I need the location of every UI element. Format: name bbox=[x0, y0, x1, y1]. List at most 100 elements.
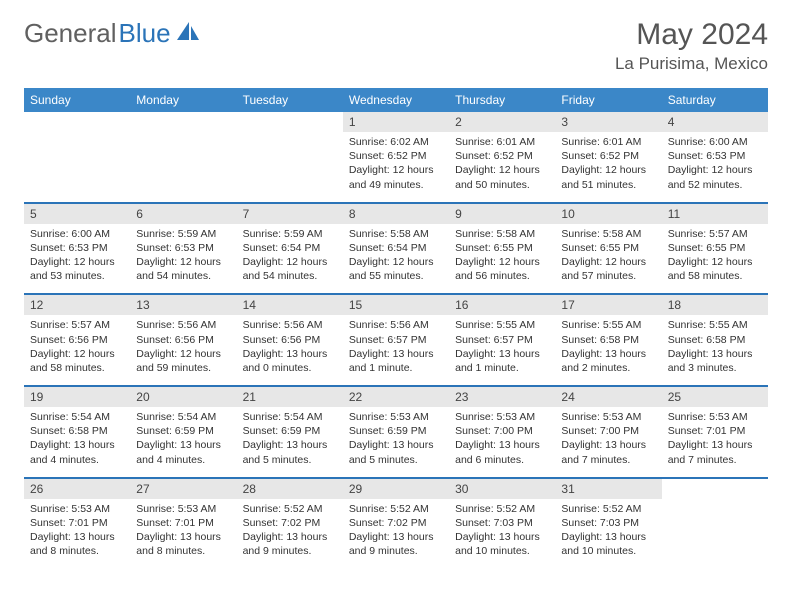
day-info-line: Sunrise: 5:55 AM bbox=[561, 318, 655, 332]
day-info-line: Sunset: 6:53 PM bbox=[136, 241, 230, 255]
day-number: 20 bbox=[136, 390, 149, 404]
day-number-cell: 7 bbox=[237, 204, 343, 224]
day-content-cell: Sunrise: 5:53 AMSunset: 7:00 PMDaylight:… bbox=[555, 407, 661, 478]
day-number: 10 bbox=[561, 207, 574, 221]
day-info-line: and 2 minutes. bbox=[561, 361, 655, 375]
title-block: May 2024 La Purisima, Mexico bbox=[615, 18, 768, 74]
day-content-cell: Sunrise: 5:52 AMSunset: 7:02 PMDaylight:… bbox=[237, 499, 343, 569]
day-number-cell: 25 bbox=[662, 387, 768, 407]
location-subtitle: La Purisima, Mexico bbox=[615, 54, 768, 74]
day-info-line: Sunset: 6:59 PM bbox=[349, 424, 443, 438]
day-info-line: Daylight: 13 hours bbox=[349, 347, 443, 361]
day-info-line: Daylight: 13 hours bbox=[561, 438, 655, 452]
day-number: 18 bbox=[668, 298, 681, 312]
day-info-line: and 5 minutes. bbox=[349, 453, 443, 467]
day-info-line: and 10 minutes. bbox=[455, 544, 549, 558]
day-header: Thursday bbox=[449, 88, 555, 112]
day-info-line: and 8 minutes. bbox=[136, 544, 230, 558]
day-info-line: Sunset: 6:53 PM bbox=[30, 241, 124, 255]
day-content-cell: Sunrise: 5:56 AMSunset: 6:56 PMDaylight:… bbox=[130, 315, 236, 386]
day-number-row: 1234 bbox=[24, 112, 768, 132]
day-info-line: and 9 minutes. bbox=[243, 544, 337, 558]
day-info-line: Sunset: 6:54 PM bbox=[349, 241, 443, 255]
day-content-cell: Sunrise: 5:52 AMSunset: 7:03 PMDaylight:… bbox=[449, 499, 555, 569]
day-content-cell: Sunrise: 6:00 AMSunset: 6:53 PMDaylight:… bbox=[662, 132, 768, 203]
day-number: 12 bbox=[30, 298, 43, 312]
day-content-cell: Sunrise: 5:53 AMSunset: 7:01 PMDaylight:… bbox=[662, 407, 768, 478]
day-content-cell: Sunrise: 5:53 AMSunset: 7:00 PMDaylight:… bbox=[449, 407, 555, 478]
day-number-cell: 5 bbox=[24, 204, 130, 224]
day-content-cell bbox=[24, 132, 130, 203]
day-number: 9 bbox=[455, 207, 462, 221]
day-info-line: Sunset: 6:56 PM bbox=[30, 333, 124, 347]
day-info-line: Sunset: 7:01 PM bbox=[30, 516, 124, 530]
day-info-line: Daylight: 13 hours bbox=[136, 438, 230, 452]
day-info-line: Daylight: 13 hours bbox=[455, 438, 549, 452]
day-number-cell: 16 bbox=[449, 295, 555, 315]
logo: GeneralBlue bbox=[24, 18, 201, 49]
day-content-cell: Sunrise: 5:55 AMSunset: 6:58 PMDaylight:… bbox=[555, 315, 661, 386]
day-number-cell: 18 bbox=[662, 295, 768, 315]
day-info-line: and 59 minutes. bbox=[136, 361, 230, 375]
day-info-line: Sunrise: 6:01 AM bbox=[561, 135, 655, 149]
day-info-line: Daylight: 13 hours bbox=[136, 530, 230, 544]
day-content-row: Sunrise: 5:53 AMSunset: 7:01 PMDaylight:… bbox=[24, 499, 768, 569]
day-info-line: Sunrise: 5:58 AM bbox=[561, 227, 655, 241]
day-content-cell: Sunrise: 5:56 AMSunset: 6:56 PMDaylight:… bbox=[237, 315, 343, 386]
day-number: 15 bbox=[349, 298, 362, 312]
day-info-line: Daylight: 13 hours bbox=[455, 530, 549, 544]
day-number: 19 bbox=[30, 390, 43, 404]
day-number-cell: 30 bbox=[449, 479, 555, 499]
day-info-line: Sunrise: 5:54 AM bbox=[30, 410, 124, 424]
day-number: 11 bbox=[668, 207, 680, 221]
day-content-row: Sunrise: 5:54 AMSunset: 6:58 PMDaylight:… bbox=[24, 407, 768, 478]
day-content-cell: Sunrise: 5:54 AMSunset: 6:58 PMDaylight:… bbox=[24, 407, 130, 478]
day-info-line: Daylight: 12 hours bbox=[561, 255, 655, 269]
day-info-line: Daylight: 13 hours bbox=[349, 438, 443, 452]
day-number: 14 bbox=[243, 298, 256, 312]
day-info-line: Sunrise: 5:53 AM bbox=[455, 410, 549, 424]
day-info-line: and 58 minutes. bbox=[668, 269, 762, 283]
day-info-line: Sunset: 6:53 PM bbox=[668, 149, 762, 163]
day-number-cell: 2 bbox=[449, 112, 555, 132]
day-number: 23 bbox=[455, 390, 468, 404]
day-content-cell: Sunrise: 6:00 AMSunset: 6:53 PMDaylight:… bbox=[24, 224, 130, 295]
day-number-cell: 10 bbox=[555, 204, 661, 224]
day-info-line: and 3 minutes. bbox=[668, 361, 762, 375]
day-number-cell: 29 bbox=[343, 479, 449, 499]
day-number-cell: 15 bbox=[343, 295, 449, 315]
day-info-line: Daylight: 12 hours bbox=[455, 255, 549, 269]
day-header-row: Sunday Monday Tuesday Wednesday Thursday… bbox=[24, 88, 768, 112]
day-content-cell: Sunrise: 5:57 AMSunset: 6:55 PMDaylight:… bbox=[662, 224, 768, 295]
day-info-line: and 4 minutes. bbox=[30, 453, 124, 467]
day-info-line: and 56 minutes. bbox=[455, 269, 549, 283]
day-info-line: Sunrise: 5:52 AM bbox=[243, 502, 337, 516]
day-info-line: Sunrise: 5:53 AM bbox=[668, 410, 762, 424]
day-info-line: Sunset: 6:56 PM bbox=[136, 333, 230, 347]
day-info-line: and 54 minutes. bbox=[243, 269, 337, 283]
day-info-line: Sunset: 6:52 PM bbox=[455, 149, 549, 163]
day-number-cell: 23 bbox=[449, 387, 555, 407]
day-content-cell: Sunrise: 5:59 AMSunset: 6:54 PMDaylight:… bbox=[237, 224, 343, 295]
day-number: 31 bbox=[561, 482, 574, 496]
day-number-cell: 4 bbox=[662, 112, 768, 132]
day-info-line: Daylight: 13 hours bbox=[455, 347, 549, 361]
day-info-line: Sunrise: 5:59 AM bbox=[136, 227, 230, 241]
day-number-cell: 31 bbox=[555, 479, 661, 499]
day-number-cell: 21 bbox=[237, 387, 343, 407]
day-info-line: Sunrise: 6:00 AM bbox=[668, 135, 762, 149]
day-content-cell bbox=[237, 132, 343, 203]
day-content-cell: Sunrise: 5:58 AMSunset: 6:54 PMDaylight:… bbox=[343, 224, 449, 295]
day-info-line: Sunrise: 5:58 AM bbox=[349, 227, 443, 241]
day-number-cell bbox=[662, 479, 768, 499]
day-info-line: Sunrise: 5:56 AM bbox=[136, 318, 230, 332]
day-number: 30 bbox=[455, 482, 468, 496]
day-number-row: 12131415161718 bbox=[24, 295, 768, 315]
day-number-cell: 20 bbox=[130, 387, 236, 407]
day-content-cell: Sunrise: 5:54 AMSunset: 6:59 PMDaylight:… bbox=[237, 407, 343, 478]
day-content-cell bbox=[130, 132, 236, 203]
day-info-line: Daylight: 13 hours bbox=[243, 438, 337, 452]
day-number-cell: 14 bbox=[237, 295, 343, 315]
day-info-line: and 57 minutes. bbox=[561, 269, 655, 283]
day-info-line: Sunrise: 5:54 AM bbox=[243, 410, 337, 424]
